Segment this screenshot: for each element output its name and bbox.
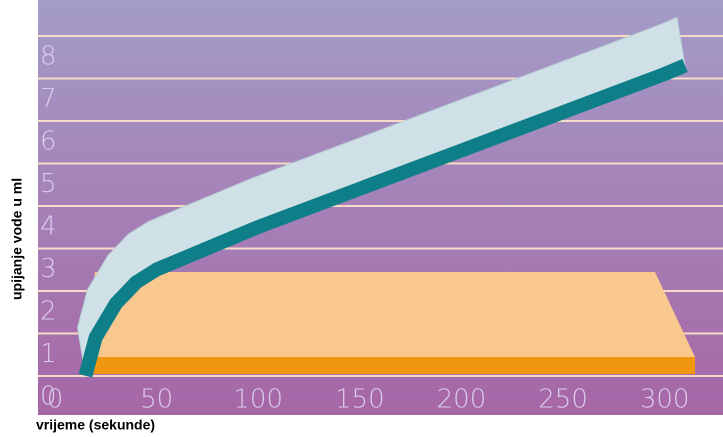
y-tick-label: 4 xyxy=(40,212,57,242)
x-tick-label: 50 xyxy=(140,385,173,415)
x-tick-label: 100 xyxy=(233,385,283,415)
y-tick-label: 8 xyxy=(40,42,57,72)
y-tick-label: 7 xyxy=(40,84,57,114)
y-tick-label: 2 xyxy=(40,297,57,327)
x-tick-label: 0 xyxy=(47,385,64,415)
y-tick-label: 0 xyxy=(40,382,57,412)
x-axis-title: vrijeme (sekunde) xyxy=(36,417,155,433)
x-tick-label: 200 xyxy=(437,385,487,415)
y-tick-label: 1 xyxy=(40,339,57,369)
floor-edge xyxy=(82,357,695,374)
y-tick-label: 6 xyxy=(40,127,57,157)
series-line xyxy=(78,59,688,378)
x-tick-label: 250 xyxy=(538,385,588,415)
y-axis-title: upijanje vode u ml xyxy=(9,178,25,300)
floor xyxy=(82,272,695,357)
y-tick-label: 3 xyxy=(40,254,57,284)
x-tick-label: 300 xyxy=(640,385,690,415)
x-tick-label: 150 xyxy=(335,385,385,415)
y-tick-label: 5 xyxy=(40,169,57,199)
